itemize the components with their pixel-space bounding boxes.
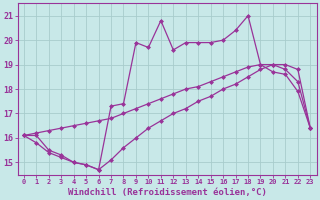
X-axis label: Windchill (Refroidissement éolien,°C): Windchill (Refroidissement éolien,°C): [68, 188, 267, 197]
